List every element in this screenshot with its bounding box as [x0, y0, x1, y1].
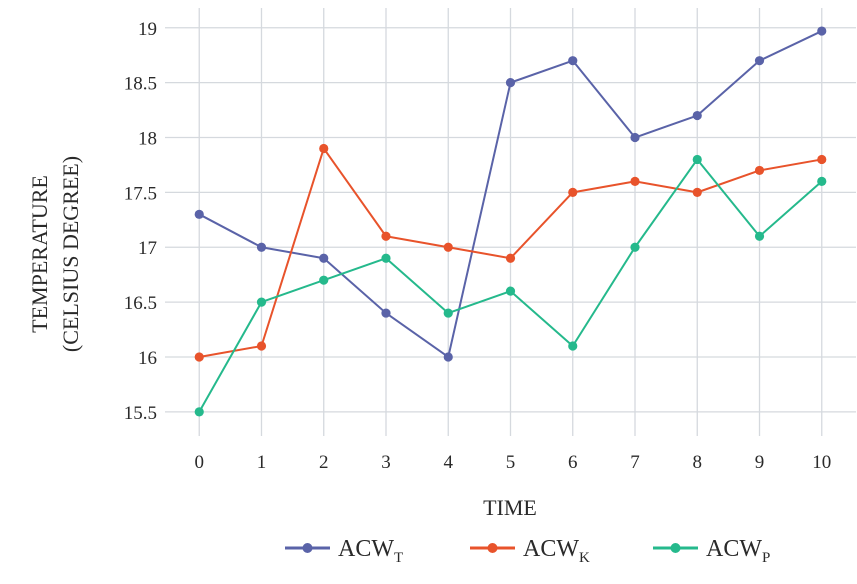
x-tick-label: 8 [693, 452, 703, 473]
legend-marker [302, 543, 313, 553]
data-point [692, 110, 702, 121]
data-point [568, 56, 578, 66]
data-point [381, 308, 391, 318]
data-point [443, 352, 453, 362]
data-point [754, 165, 765, 176]
data-point [319, 275, 329, 285]
x-tick-label: 2 [319, 452, 329, 473]
y-tick-label: 17 [138, 238, 157, 259]
y-tick-label: 18 [138, 128, 157, 149]
legend-item: ACWP [653, 536, 770, 566]
x-tick-label: 9 [755, 452, 765, 473]
x-tick-label: 3 [381, 452, 391, 473]
data-point [817, 154, 827, 165]
data-point [817, 176, 827, 186]
x-tick-label: 7 [630, 452, 640, 473]
data-point [319, 253, 329, 263]
y-tick-label: 19 [138, 19, 157, 40]
data-point [319, 143, 329, 154]
data-point [630, 242, 640, 252]
x-tick-label: 5 [506, 452, 516, 473]
x-tick-label: 4 [443, 452, 453, 473]
legend: ACWT ACWK ACWP [285, 536, 770, 566]
data-point [754, 56, 765, 66]
data-point [630, 176, 640, 186]
legend-label: ACWK [523, 536, 590, 566]
legend-marker [670, 543, 681, 553]
y-axis-title-line-1: TEMPERATURE [27, 175, 52, 333]
data-point [256, 341, 267, 351]
series-p [194, 154, 827, 417]
x-axis-title: TIME [483, 495, 537, 520]
x-tick-label: 10 [812, 452, 831, 473]
legend-label: ACWP [706, 536, 770, 566]
series-t [194, 26, 827, 362]
y-tick-label: 15.5 [124, 403, 157, 424]
legend-item: ACWK [470, 536, 590, 566]
data-point [754, 231, 765, 241]
legend-item: ACWT [285, 536, 403, 566]
data-point [256, 242, 267, 252]
data-point [381, 231, 391, 241]
data-point [568, 341, 578, 351]
data-point [443, 242, 453, 252]
data-point [194, 407, 204, 417]
data-point [256, 297, 267, 307]
data-point [630, 132, 640, 143]
grid [165, 8, 856, 436]
data-point [505, 286, 516, 296]
y-tick-label: 17.5 [124, 183, 157, 204]
legend-label: ACWT [338, 536, 403, 566]
legend-marker [487, 543, 498, 553]
data-point [692, 187, 702, 197]
series-layer [194, 26, 827, 417]
y-tick-label: 18.5 [124, 74, 157, 95]
x-axis: 0 1 2 3 4 5 6 7 8 9 10 [194, 452, 831, 473]
data-point [381, 253, 391, 263]
y-axis-title-line-2: (CELSIUS DEGREE) [58, 156, 83, 352]
y-tick-label: 16.5 [124, 293, 157, 314]
y-axis: 15.5 16 16.5 17 17.5 18 18.5 19 [124, 19, 157, 424]
data-point [505, 253, 516, 263]
data-point [505, 78, 516, 88]
data-point [817, 26, 827, 36]
data-point [692, 154, 702, 165]
data-point [194, 352, 204, 362]
x-tick-label: 0 [194, 452, 204, 473]
data-point [568, 187, 578, 197]
y-tick-label: 16 [138, 348, 157, 369]
y-axis-title: TEMPERATURE (CELSIUS DEGREE) [27, 156, 83, 352]
x-tick-label: 1 [257, 452, 267, 473]
data-point [194, 209, 204, 219]
data-point [443, 308, 453, 318]
x-tick-label: 6 [568, 452, 578, 473]
